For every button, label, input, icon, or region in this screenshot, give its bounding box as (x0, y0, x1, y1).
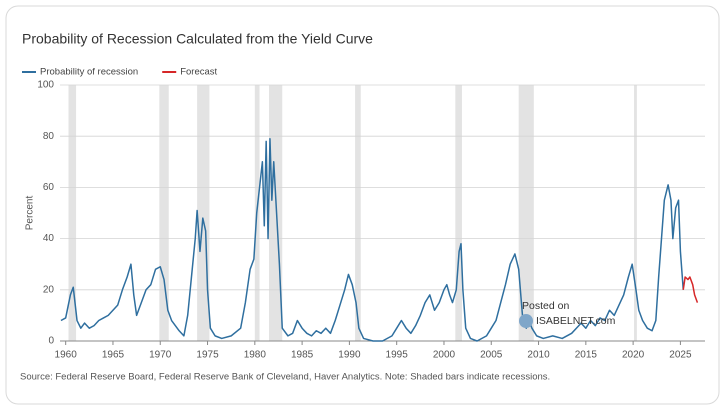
watermark: Posted on (522, 300, 569, 312)
watermark: ISABELNET.com (536, 315, 616, 327)
x-tick-label: 2010 (527, 350, 550, 361)
series-line (60, 138, 684, 342)
x-tick-label: 1995 (386, 350, 409, 361)
recession-band (518, 85, 534, 341)
x-tick-label: 1985 (291, 350, 314, 361)
x-tick-label: 2015 (575, 350, 598, 361)
y-tick-label: 20 (43, 284, 55, 295)
x-tick-label: 2000 (433, 350, 456, 361)
x-tick-label: 2020 (622, 350, 645, 361)
card (5, 5, 720, 405)
y-tick-label: 100 (37, 80, 54, 91)
recession-band (634, 85, 637, 341)
chart-title: Probability of Recession Calculated from… (22, 31, 373, 47)
y-tick-label: 60 (43, 182, 55, 193)
x-tick-label: 1975 (196, 350, 219, 361)
y-tick-label: 80 (43, 131, 55, 142)
recession-band (68, 85, 77, 341)
x-tick-label: 1970 (149, 350, 172, 361)
x-tick-label: 1965 (102, 350, 125, 361)
recession-band (355, 85, 361, 341)
legend-label: Forecast (180, 67, 217, 78)
legend-label: Probability of recession (40, 67, 138, 78)
y-tick-label: 40 (43, 233, 55, 244)
y-axis-label: Percent (25, 196, 36, 231)
x-tick-label: 1980 (244, 350, 267, 361)
x-tick-label: 1990 (338, 350, 361, 361)
x-tick-label: 2005 (480, 350, 503, 361)
recession-band (269, 85, 283, 341)
source-note: Source: Federal Reserve Board, Federal R… (20, 372, 550, 383)
series-line (682, 276, 699, 303)
recession-band (455, 85, 462, 341)
x-tick-label: 2025 (669, 350, 692, 361)
watermark-icon (519, 314, 533, 328)
y-tick-label: 0 (48, 336, 54, 347)
recession-band (159, 85, 169, 341)
x-tick-label: 1960 (55, 350, 78, 361)
recession-band (197, 85, 210, 341)
